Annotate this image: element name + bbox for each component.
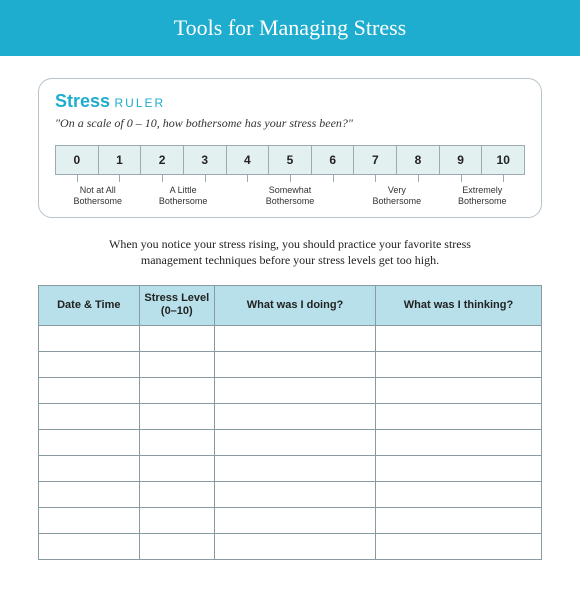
table-cell[interactable] — [39, 455, 140, 481]
column-header: Stress Level(0–10) — [139, 286, 214, 325]
table-cell[interactable] — [375, 429, 541, 455]
intro-text: When you notice your stress rising, you … — [90, 236, 490, 270]
table-cell[interactable] — [215, 429, 376, 455]
column-header: Date & Time — [39, 286, 140, 325]
table-cell[interactable] — [139, 351, 214, 377]
table-cell[interactable] — [139, 533, 214, 559]
table-row — [39, 533, 542, 559]
ruler-word-ruler: RULER — [115, 96, 166, 110]
table-cell[interactable] — [139, 377, 214, 403]
column-header: What was I thinking? — [375, 286, 541, 325]
stress-ruler-box: Stress RULER "On a scale of 0 – 10, how … — [38, 78, 542, 218]
table-cell[interactable] — [375, 377, 541, 403]
table-row — [39, 403, 542, 429]
scale-cell-2: 2 — [141, 146, 184, 174]
scale-cell-0: 0 — [56, 146, 99, 174]
table-cell[interactable] — [139, 455, 214, 481]
table-cell[interactable] — [39, 403, 140, 429]
table-row — [39, 325, 542, 351]
scale-cell-4: 4 — [227, 146, 270, 174]
table-cell[interactable] — [139, 325, 214, 351]
table-cell[interactable] — [39, 377, 140, 403]
table-cell[interactable] — [139, 481, 214, 507]
stress-log-table: Date & TimeStress Level(0–10)What was I … — [38, 285, 542, 559]
table-cell[interactable] — [215, 377, 376, 403]
table-row — [39, 377, 542, 403]
scale-labels: Not at AllBothersomeA LittleBothersomeSo… — [55, 185, 525, 207]
ruler-title: Stress RULER — [55, 91, 525, 112]
table-cell[interactable] — [39, 533, 140, 559]
table-body — [39, 325, 542, 559]
scale-cell-3: 3 — [184, 146, 227, 174]
scale-tick — [461, 174, 462, 182]
table-header-row: Date & TimeStress Level(0–10)What was I … — [39, 286, 542, 325]
table-cell[interactable] — [39, 481, 140, 507]
column-header: What was I doing? — [215, 286, 376, 325]
table-cell[interactable] — [375, 533, 541, 559]
table-cell[interactable] — [375, 351, 541, 377]
scale-cell-9: 9 — [440, 146, 483, 174]
scale-tick — [333, 174, 334, 182]
table-cell[interactable] — [39, 429, 140, 455]
scale-label: SomewhatBothersome — [226, 185, 354, 207]
ruler-question: "On a scale of 0 – 10, how bothersome ha… — [55, 116, 525, 131]
scale-label: A LittleBothersome — [140, 185, 225, 207]
table-row — [39, 429, 542, 455]
table-cell[interactable] — [375, 325, 541, 351]
table-cell[interactable] — [139, 507, 214, 533]
table-cell[interactable] — [39, 351, 140, 377]
table-cell[interactable] — [375, 455, 541, 481]
scale-tick — [290, 174, 291, 182]
table-cell[interactable] — [39, 325, 140, 351]
table-cell[interactable] — [139, 429, 214, 455]
table-cell[interactable] — [375, 403, 541, 429]
scale-tick — [247, 174, 248, 182]
table-cell[interactable] — [375, 507, 541, 533]
scale-tick — [77, 174, 78, 182]
scale-cell-8: 8 — [397, 146, 440, 174]
scale-tick — [503, 174, 504, 182]
table-cell[interactable] — [215, 325, 376, 351]
scale-cell-1: 1 — [99, 146, 142, 174]
table-cell[interactable] — [215, 507, 376, 533]
table-cell[interactable] — [39, 507, 140, 533]
table-cell[interactable] — [215, 455, 376, 481]
table-cell[interactable] — [215, 351, 376, 377]
scale-label: Not at AllBothersome — [55, 185, 140, 207]
scale-tick — [418, 174, 419, 182]
table-row — [39, 351, 542, 377]
scale-cell-7: 7 — [354, 146, 397, 174]
scale-cell-5: 5 — [269, 146, 312, 174]
table-row — [39, 481, 542, 507]
scale-label: VeryBothersome — [354, 185, 439, 207]
table-cell[interactable] — [215, 403, 376, 429]
table-cell[interactable] — [215, 533, 376, 559]
scale-cell-6: 6 — [312, 146, 355, 174]
scale-label: ExtremelyBothersome — [440, 185, 525, 207]
scale-track: 012345678910 — [55, 145, 525, 175]
scale-tick — [205, 174, 206, 182]
table-row — [39, 455, 542, 481]
content-area: Stress RULER "On a scale of 0 – 10, how … — [0, 56, 580, 560]
ruler-word-stress: Stress — [55, 91, 110, 111]
scale-tick — [375, 174, 376, 182]
table-row — [39, 507, 542, 533]
scale-cell-10: 10 — [482, 146, 524, 174]
table-cell[interactable] — [375, 481, 541, 507]
page-title: Tools for Managing Stress — [174, 15, 407, 41]
table-cell[interactable] — [139, 403, 214, 429]
scale-tick — [119, 174, 120, 182]
scale-tick — [162, 174, 163, 182]
header-bar: Tools for Managing Stress — [0, 0, 580, 56]
table-cell[interactable] — [215, 481, 376, 507]
